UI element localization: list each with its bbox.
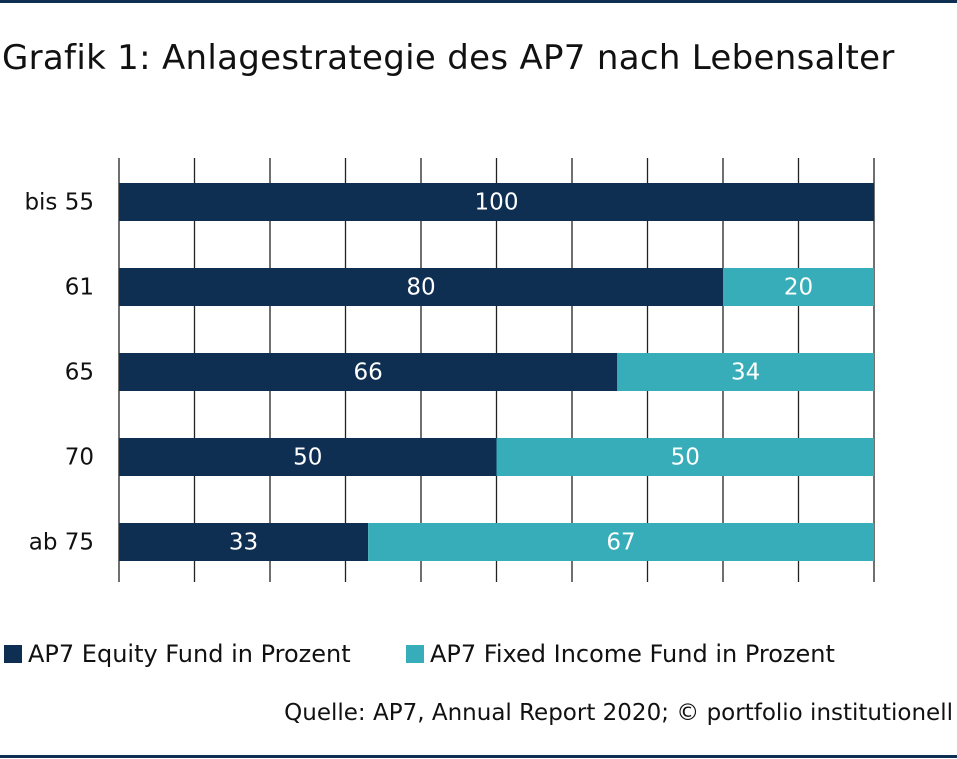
data-label: 50 [671,445,700,471]
category-label: 65 [65,360,94,386]
legend-label-equity: AP7 Equity Fund in Prozent [28,640,351,668]
bar-segment [119,438,497,476]
bar-segment [119,353,618,391]
data-label: 67 [606,530,635,556]
legend-label-fixed-income: AP7 Fixed Income Fund in Prozent [430,640,835,668]
chart-title: Grafik 1: Anlagestrategie des AP7 nach L… [2,38,895,78]
data-label: 66 [354,360,383,386]
category-label: bis 55 [24,190,94,216]
source-note: Quelle: AP7, Annual Report 2020; © portf… [284,700,953,726]
bar-chart: bis 55 100 61 80 20 65 66 34 70 50 50 ab 75 33 67 [24,158,875,582]
data-label: 50 [293,445,322,471]
bar-segment [496,438,874,476]
bar-segment [119,268,723,306]
data-label: 20 [784,275,813,301]
top-rule [0,0,957,3]
legend-item-fixed-income: AP7 Fixed Income Fund in Prozent [406,640,835,668]
category-label: 70 [65,445,94,471]
bar-segment [119,523,369,561]
category-label: 61 [65,275,94,301]
bar-segment [119,183,874,221]
category-label: ab 75 [29,530,94,556]
bar-segment [617,353,874,391]
legend-swatch-fixed-income [406,645,424,663]
data-label: 80 [406,275,435,301]
legend-swatch-equity [4,645,22,663]
bar-segment [368,523,874,561]
bar-segment [723,268,874,306]
legend-item-equity: AP7 Equity Fund in Prozent [4,640,351,668]
data-label: 34 [731,360,760,386]
data-label: 33 [229,530,258,556]
bottom-rule [0,755,957,758]
data-label: 100 [475,190,519,216]
